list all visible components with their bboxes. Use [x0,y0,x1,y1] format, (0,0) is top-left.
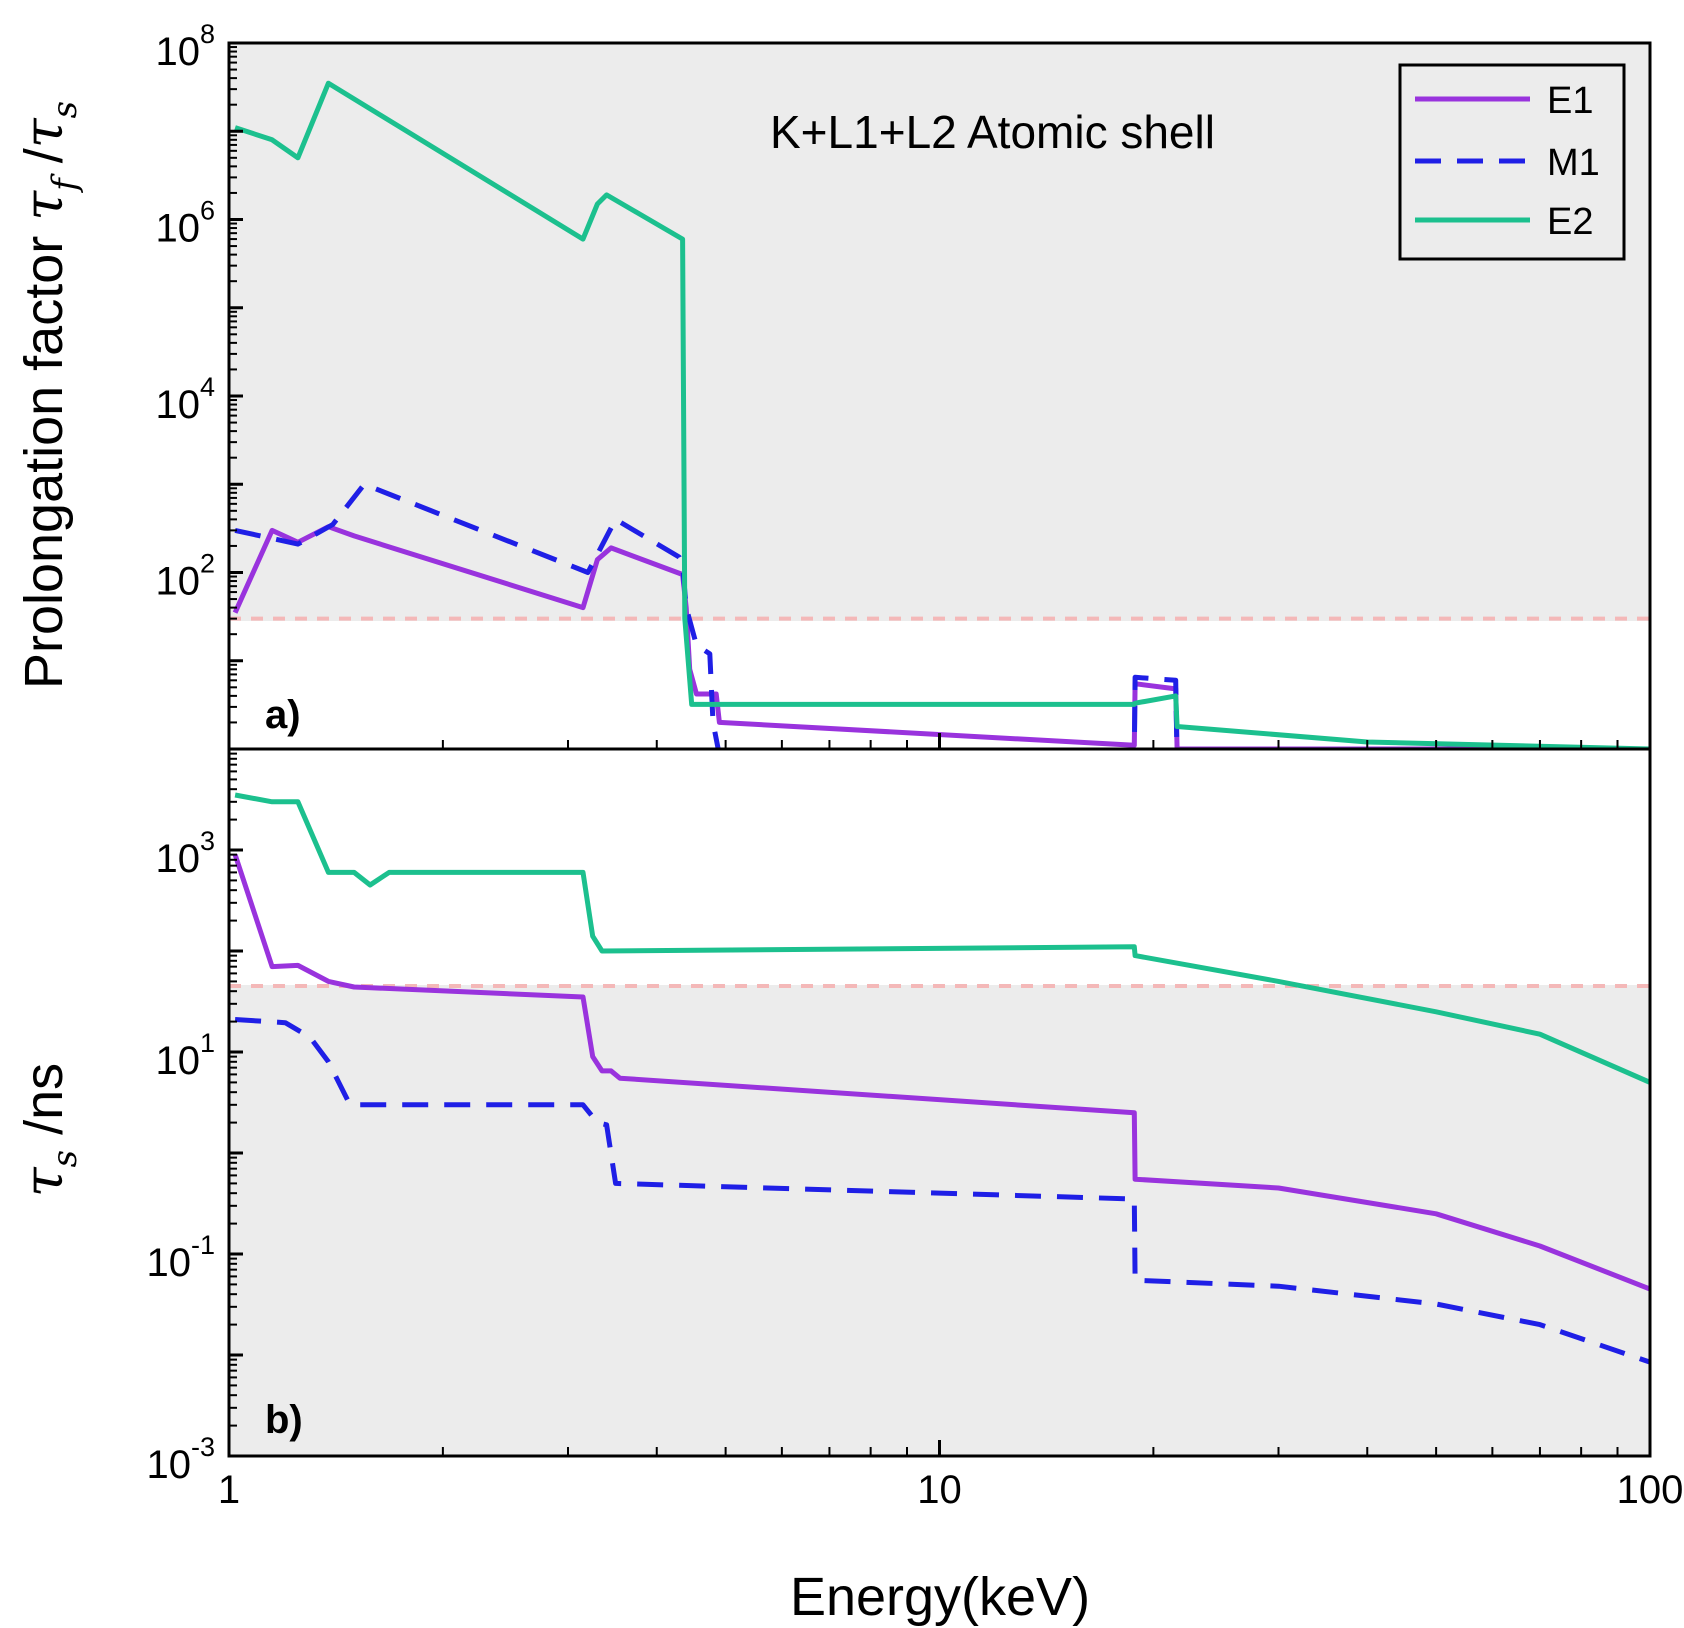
y-tick-label-a: 108 [155,19,215,74]
y-axis-title-a: Prolongation factor τf /τs [12,101,85,689]
y-axis-title-a-sub-s: s [45,101,85,118]
panel-label-a: a) [265,693,301,737]
legend-label-e2: E2 [1547,201,1593,243]
legend-label-m1: M1 [1547,142,1600,184]
x-tick-label: 1 [218,1468,240,1512]
x-axis-title: Energy(keV) [790,1567,1090,1627]
y-axis-title-b-sub-s: s [45,1150,85,1167]
legend-label-e1: E1 [1547,80,1593,122]
y-axis-title-a-tau-s: τ [12,117,75,148]
y-tick-label-b: 10-1 [146,1230,215,1285]
y-tick-label-b: 101 [155,1028,215,1083]
series-e2-line-a [234,80,1650,749]
y-axis-title-a-tau-f: τ [12,190,75,221]
y-axis-title-a-prefix: Prolongation factor [14,236,74,689]
y-axis-title-b: τs /ns [12,1063,85,1197]
svg-text:τs /ns: τs /ns [12,1063,85,1197]
series-e1-line-b [232,853,1650,1292]
series-e2-line-b [234,792,1650,1085]
panel-label-b: b) [265,1398,303,1442]
y-axis-title-a-sep: / [14,148,74,178]
y-axis-title-b-tau: τ [12,1166,75,1197]
y-tick-label-a: 102 [155,549,215,604]
x-tick-label: 100 [1617,1468,1684,1512]
y-tick-label-b: 103 [155,826,215,881]
series-m1-line-b [234,1017,1650,1365]
y-axis-title-b-suffix: /ns [14,1063,74,1150]
panel-b-background [229,749,1650,1456]
annotation-title: K+L1+L2 Atomic shell [770,106,1215,158]
svg-text:Prolongation factor τf /τs: Prolongation factor τf /τs [12,101,85,689]
y-tick-label-a: 104 [155,372,215,427]
x-tick-label: 10 [917,1468,962,1512]
legend: E1 M1 E2 [1398,63,1626,261]
y-tick-label-a: 106 [155,196,215,251]
y-tick-label-b: 10-3 [146,1432,215,1487]
series-m1-line-a [234,481,1180,749]
panel-b-frame [227,747,1652,1458]
